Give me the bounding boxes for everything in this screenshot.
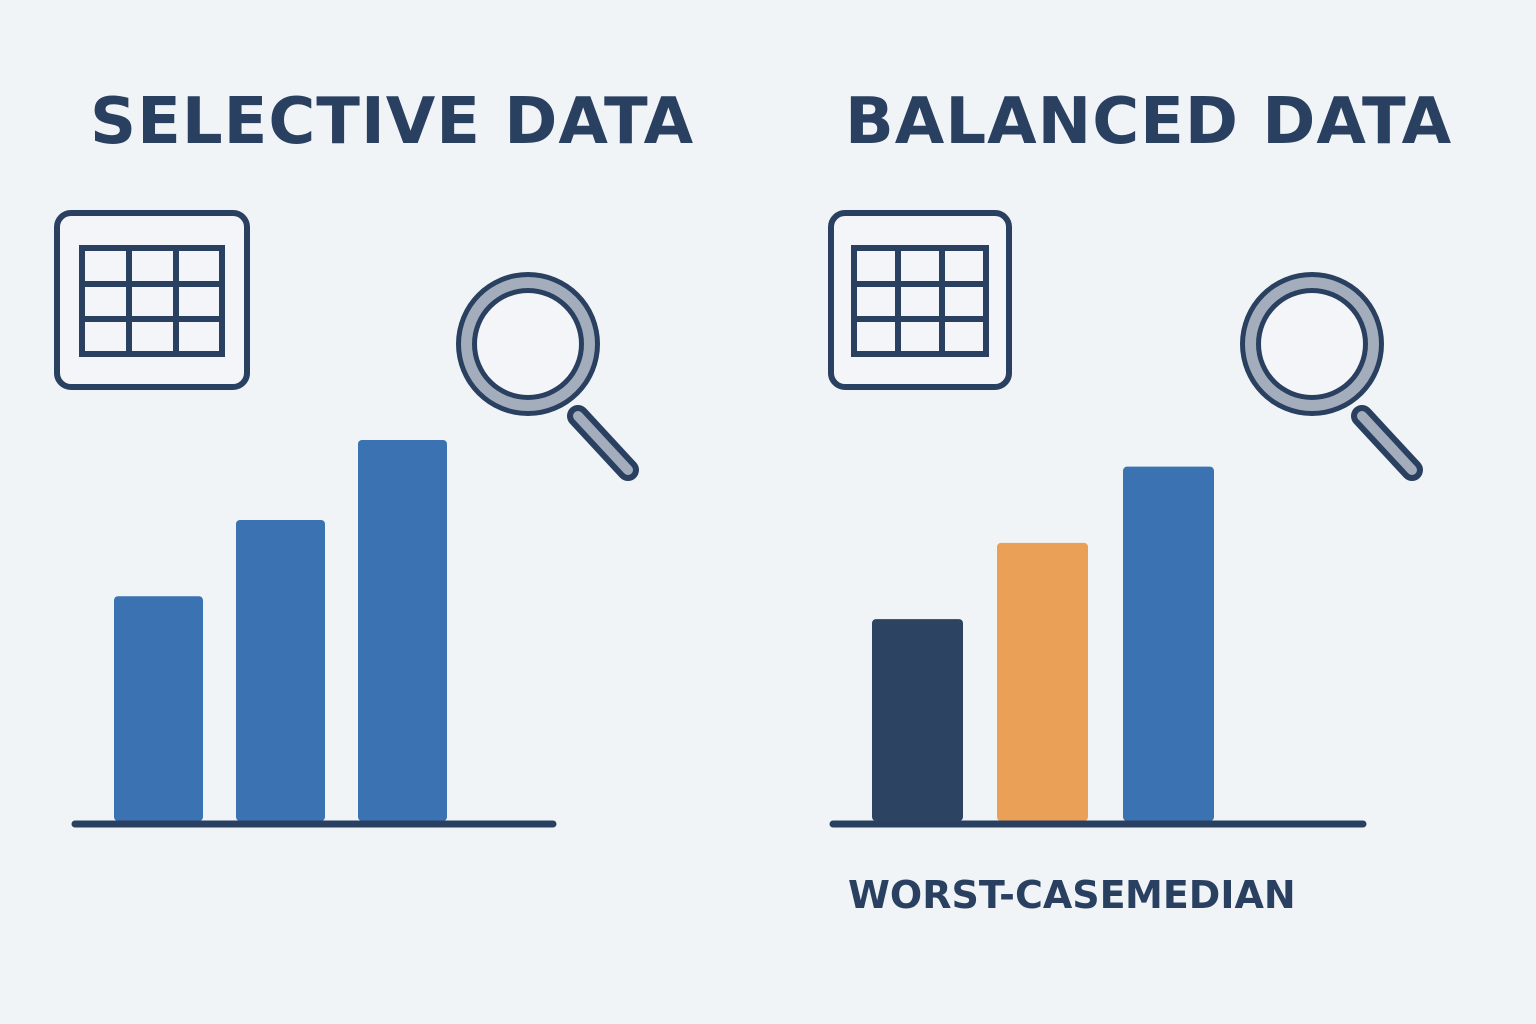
bar-1 — [872, 619, 963, 821]
bar-3 — [1123, 466, 1214, 821]
balanced-bar-chart — [829, 466, 1367, 828]
bar-3 — [358, 440, 447, 821]
table-icon — [54, 210, 250, 390]
bar-1 — [114, 596, 203, 821]
balanced-data-title: BALANCED DATA — [845, 85, 1453, 159]
magnifier-icon — [456, 272, 639, 481]
selective-bar-chart — [71, 440, 557, 828]
bar-2 — [236, 520, 325, 821]
selective-data-title: SELECTIVE DATA — [90, 85, 695, 159]
median-label: MEDIAN — [1125, 873, 1296, 917]
table-icon — [828, 210, 1012, 390]
worst-case-label: WORST-CASE — [848, 873, 1126, 917]
bar-2 — [997, 542, 1088, 821]
magnifier-icon — [1240, 272, 1423, 481]
